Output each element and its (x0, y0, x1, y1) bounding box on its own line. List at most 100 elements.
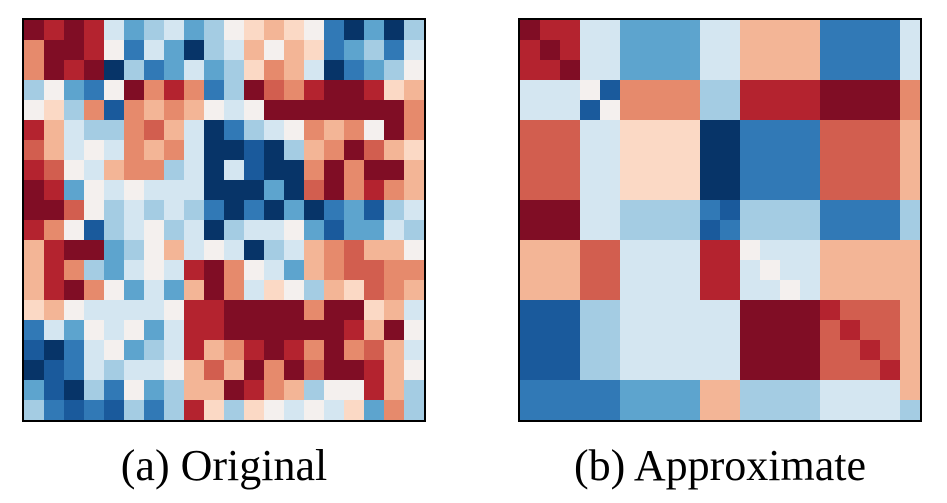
heatmap-cell-original-r12-c2 (64, 260, 85, 281)
heatmap-cell-approximate-r16-c2 (560, 340, 581, 361)
heatmap-cell-approximate-r1-c18 (880, 40, 901, 61)
heatmap-cell-original-r8-c16 (344, 180, 365, 201)
heatmap-cell-original-r9-c12 (264, 200, 285, 221)
heatmap-cell-original-r18-c16 (344, 380, 365, 401)
heatmap-cell-approximate-r15-c2 (560, 320, 581, 341)
heatmap-cell-approximate-r17-c2 (560, 360, 581, 381)
heatmap-cell-original-r5-c6 (144, 120, 165, 141)
heatmap-cell-approximate-r17-c0 (520, 360, 541, 381)
heatmap-cell-approximate-r4-c5 (620, 100, 641, 121)
heatmap-cell-original-r6-c16 (344, 140, 365, 161)
heatmap-cell-original-r16-c2 (64, 340, 85, 361)
heatmap-cell-original-r3-c13 (284, 80, 305, 101)
heatmap-cell-approximate-r7-c18 (880, 160, 901, 181)
heatmap-cell-original-r11-c13 (284, 240, 305, 261)
heatmap-approximate-svg (518, 18, 922, 422)
heatmap-cell-approximate-r14-c10 (720, 300, 741, 321)
heatmap-cell-original-r2-c18 (384, 60, 405, 81)
heatmap-cell-original-r10-c13 (284, 220, 305, 241)
heatmap-cell-approximate-r15-c3 (580, 320, 601, 341)
heatmap-cell-approximate-r10-c5 (620, 220, 641, 241)
heatmap-cell-approximate-r4-c14 (800, 100, 821, 121)
heatmap-cell-approximate-r5-c1 (540, 120, 561, 141)
heatmap-cell-original-r8-c12 (264, 180, 285, 201)
heatmap-cell-approximate-r19-c7 (660, 400, 681, 421)
heatmap-cell-original-r4-c8 (184, 100, 205, 121)
heatmap-cell-original-r7-c2 (64, 160, 85, 181)
heatmap-cell-original-r1-c3 (84, 40, 105, 61)
heatmap-cell-approximate-r17-c4 (600, 360, 621, 381)
heatmap-cell-original-r1-c6 (144, 40, 165, 61)
heatmap-cell-original-r17-c17 (364, 360, 385, 381)
heatmap-cell-original-r2-c11 (244, 60, 265, 81)
heatmap-cell-original-r9-c2 (64, 200, 85, 221)
heatmap-cell-approximate-r12-c19 (900, 260, 921, 281)
heatmap-cell-approximate-r2-c11 (740, 60, 761, 81)
heatmap-cell-approximate-r12-c6 (640, 260, 661, 281)
heatmap-cell-approximate-r10-c1 (540, 220, 561, 241)
heatmap-cell-approximate-r18-c10 (720, 380, 741, 401)
heatmap-cell-approximate-r4-c3 (580, 100, 601, 121)
heatmap-cell-approximate-r0-c17 (860, 20, 881, 41)
heatmap-cell-original-r11-c9 (204, 240, 225, 261)
heatmap-cell-original-r3-c6 (144, 80, 165, 101)
heatmap-cell-approximate-r16-c4 (600, 340, 621, 361)
heatmap-cell-original-r3-c19 (404, 80, 425, 101)
heatmap-cell-original-r4-c3 (84, 100, 105, 121)
heatmap-cell-original-r6-c3 (84, 140, 105, 161)
heatmap-cell-original-r12-c17 (364, 260, 385, 281)
heatmap-cell-approximate-r11-c16 (840, 240, 861, 261)
heatmap-cell-original-r18-c9 (204, 380, 225, 401)
heatmap-cell-original-r0-c9 (204, 20, 225, 41)
heatmap-cell-original-r17-c13 (284, 360, 305, 381)
heatmap-cell-original-r10-c14 (304, 220, 325, 241)
heatmap-original (22, 18, 426, 422)
heatmap-cell-original-r8-c4 (104, 180, 125, 201)
heatmap-cell-original-r6-c6 (144, 140, 165, 161)
heatmap-cell-approximate-r18-c7 (660, 380, 681, 401)
heatmap-cell-approximate-r9-c12 (760, 200, 781, 221)
heatmap-cell-original-r0-c1 (44, 20, 65, 41)
heatmap-cell-original-r14-c4 (104, 300, 125, 321)
heatmap-cell-approximate-r16-c13 (780, 340, 801, 361)
heatmap-cell-approximate-r13-c16 (840, 280, 861, 301)
heatmap-cell-original-r1-c1 (44, 40, 65, 61)
heatmap-cell-approximate-r14-c1 (540, 300, 561, 321)
heatmap-cell-approximate-r8-c10 (720, 180, 741, 201)
heatmap-cell-original-r10-c16 (344, 220, 365, 241)
heatmap-cell-approximate-r14-c14 (800, 300, 821, 321)
heatmap-cell-original-r2-c16 (344, 60, 365, 81)
heatmap-cell-original-r3-c12 (264, 80, 285, 101)
heatmap-cell-original-r5-c13 (284, 120, 305, 141)
heatmap-cell-original-r5-c19 (404, 120, 425, 141)
heatmap-cell-original-r9-c4 (104, 200, 125, 221)
heatmap-cell-original-r15-c19 (404, 320, 425, 341)
heatmap-cell-original-r9-c13 (284, 200, 305, 221)
heatmap-cell-original-r12-c7 (164, 260, 185, 281)
heatmap-cell-approximate-r8-c3 (580, 180, 601, 201)
heatmap-cell-approximate-r2-c6 (640, 60, 661, 81)
heatmap-cell-approximate-r4-c19 (900, 100, 921, 121)
heatmap-cell-approximate-r9-c19 (900, 200, 921, 221)
heatmap-cell-approximate-r18-c6 (640, 380, 661, 401)
heatmap-cell-original-r19-c6 (144, 400, 165, 421)
heatmap-cell-approximate-r1-c15 (820, 40, 841, 61)
heatmap-cell-original-r11-c18 (384, 240, 405, 261)
heatmap-cell-approximate-r6-c4 (600, 140, 621, 161)
heatmap-cell-approximate-r8-c17 (860, 180, 881, 201)
heatmap-cell-original-r13-c14 (304, 280, 325, 301)
heatmap-cell-approximate-r18-c12 (760, 380, 781, 401)
heatmap-cell-original-r3-c7 (164, 80, 185, 101)
heatmap-cell-original-r18-c13 (284, 380, 305, 401)
heatmap-cell-original-r13-c7 (164, 280, 185, 301)
heatmap-cell-approximate-r15-c1 (540, 320, 561, 341)
heatmap-cell-original-r19-c12 (264, 400, 285, 421)
heatmap-cell-approximate-r0-c6 (640, 20, 661, 41)
heatmap-cell-approximate-r9-c14 (800, 200, 821, 221)
heatmap-cell-original-r0-c5 (124, 20, 145, 41)
heatmap-cell-approximate-r7-c14 (800, 160, 821, 181)
heatmap-cell-original-r9-c1 (44, 200, 65, 221)
heatmap-cell-original-r19-c16 (344, 400, 365, 421)
heatmap-cell-approximate-r9-c11 (740, 200, 761, 221)
heatmap-cell-approximate-r8-c2 (560, 180, 581, 201)
